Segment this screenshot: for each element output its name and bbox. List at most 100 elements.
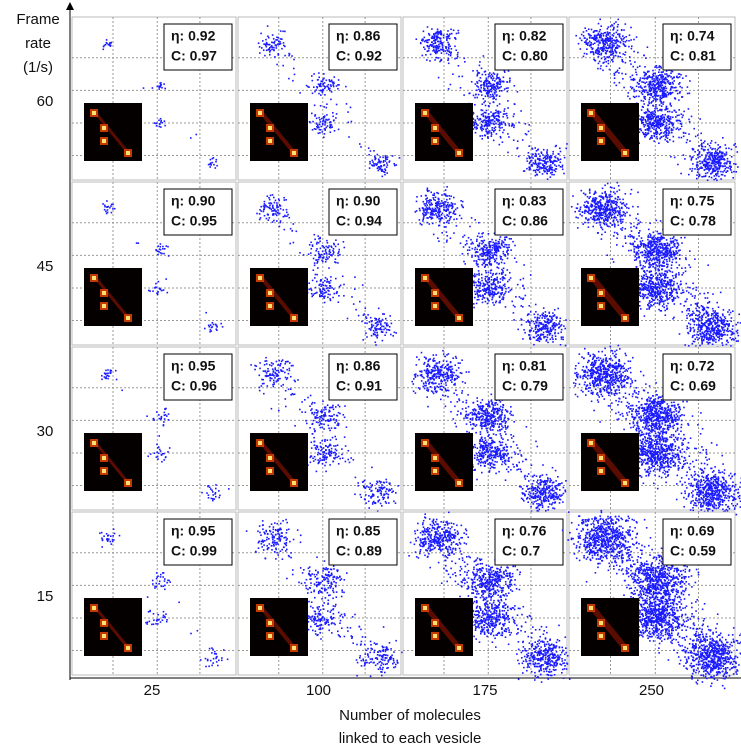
scatter-dot (476, 81, 478, 83)
scatter-dot (653, 113, 655, 115)
scatter-dot (553, 170, 555, 172)
scatter-dot (687, 86, 689, 88)
scatter-dot (600, 65, 602, 67)
scatter-dot (460, 200, 462, 202)
scatter-dot (496, 115, 498, 117)
scatter-dot (283, 197, 285, 199)
scatter-dot (383, 329, 385, 331)
scatter-dot (430, 214, 432, 216)
scatter-dot (471, 81, 473, 83)
scatter-dot (449, 195, 451, 197)
scatter-dot (661, 71, 663, 73)
scatter-dot (273, 197, 275, 199)
scatter-dot (494, 243, 496, 245)
scatter-dot (463, 94, 465, 96)
scatter-dot (658, 85, 660, 87)
scatter-dot (318, 93, 320, 95)
scatter-dot (322, 245, 324, 247)
scatter-dot (643, 103, 645, 105)
scatter-dot (488, 92, 490, 94)
scatter-dot (609, 214, 611, 216)
scatter-dot (473, 281, 475, 283)
scatter-dot (108, 206, 110, 208)
scatter-dot (322, 261, 324, 263)
scatter-dot (104, 209, 106, 211)
scatter-dot (626, 203, 628, 205)
scatter-dot (644, 66, 646, 68)
scatter-dot (544, 162, 546, 164)
scatter-dot (611, 205, 613, 207)
scatter-dot (504, 246, 506, 248)
scatter-dot (647, 239, 649, 241)
scatter-dot (520, 318, 522, 320)
inset-spot (268, 126, 272, 130)
scatter-dot (534, 147, 536, 149)
scatter-dot (649, 138, 651, 140)
scatter-dot (440, 219, 442, 221)
scatter-dot (715, 142, 717, 144)
scatter-dot (445, 46, 447, 48)
panel: η: 0.83C: 0.86 (403, 182, 573, 348)
scatter-dot (485, 85, 487, 87)
scatter-dot (588, 207, 590, 209)
scatter-dot (602, 214, 604, 216)
scatter-dot (661, 124, 663, 126)
scatter-dot (659, 69, 661, 71)
scatter-dot (470, 239, 472, 241)
scatter-dot (103, 46, 105, 48)
scatter-dot (590, 217, 592, 219)
scatter-dot (700, 140, 702, 142)
scatter-dot (653, 98, 655, 100)
scatter-dot (545, 328, 547, 330)
scatter-dot (735, 146, 737, 148)
scatter-dot (588, 213, 590, 215)
scatter-dot (314, 91, 316, 93)
scatter-dot (440, 60, 442, 62)
scatter-dot (605, 53, 607, 55)
scatter-dot (423, 217, 425, 219)
scatter-dot (707, 159, 709, 161)
scatter-dot (539, 322, 541, 324)
scatter-dot (336, 85, 338, 87)
scatter-dot (659, 127, 661, 129)
scatter-dot (603, 35, 605, 37)
scatter-dot (660, 121, 662, 123)
scatter-dot (590, 42, 592, 44)
scatter-dot (422, 220, 424, 222)
scatter-dot (666, 127, 668, 129)
scatter-dot (445, 189, 447, 191)
scatter-dot (379, 168, 381, 170)
scatter-dot (685, 132, 687, 134)
scatter-dot (646, 249, 648, 251)
scatter-dot (615, 72, 617, 74)
scatter-dot (553, 327, 555, 329)
scatter-dot (504, 244, 506, 246)
scatter-dot (354, 276, 356, 278)
scatter-dot (264, 201, 266, 203)
scatter-dot (435, 196, 437, 198)
scatter-dot (429, 34, 431, 36)
scatter-dot (668, 124, 670, 126)
scatter-dot (485, 80, 487, 82)
scatter-dot (446, 49, 448, 51)
scatter-dot (496, 262, 498, 264)
scatter-dot (370, 329, 372, 331)
scatter-dot (614, 77, 616, 79)
scatter-dot (600, 217, 602, 219)
scatter-dot (479, 242, 481, 244)
scatter-dot (631, 48, 633, 50)
scatter-dot (419, 208, 421, 210)
scatter-dot (108, 44, 110, 46)
scatter-dot (554, 156, 556, 158)
scatter-dot (284, 199, 286, 201)
scatter-dot (594, 216, 596, 218)
scatter-dot (487, 95, 489, 97)
scatter-dot (424, 205, 426, 207)
scatter-dot (488, 262, 490, 264)
scatter-dot (726, 162, 728, 164)
scatter-dot (331, 287, 333, 289)
scatter-dot (664, 82, 666, 84)
scatter-dot (449, 51, 451, 53)
scatter-dot (425, 54, 427, 56)
scatter-dot (615, 212, 617, 214)
